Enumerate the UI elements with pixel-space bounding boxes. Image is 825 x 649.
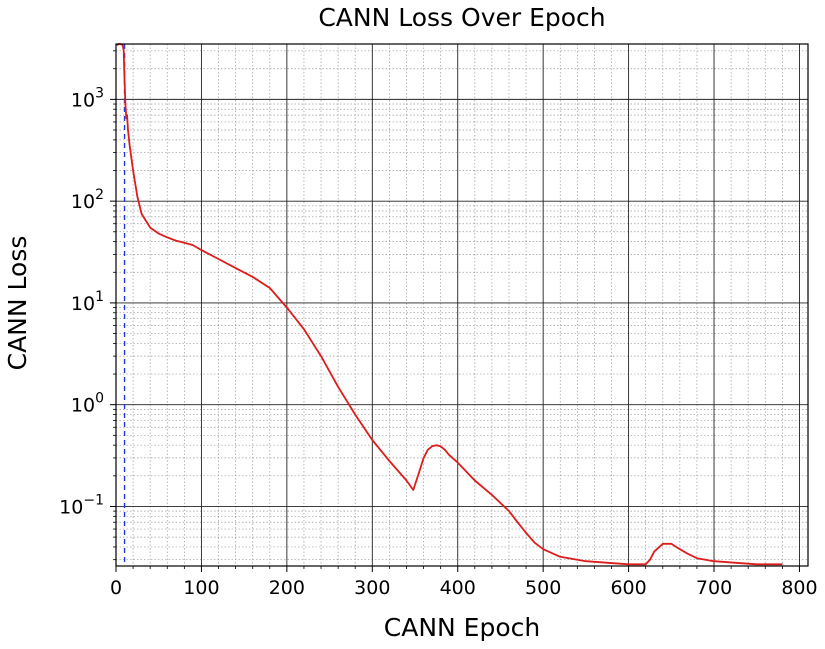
x-tick-label: 500 bbox=[525, 577, 561, 599]
y-axis-label: CANN Loss bbox=[3, 236, 32, 371]
y-tick-label-base: 10 bbox=[71, 395, 95, 417]
ticks-layer: 0 100 200 300 400 500 600 700 80010310210110010−… bbox=[59, 50, 818, 599]
plot-frame bbox=[115, 43, 809, 567]
x-tick-label: 600 bbox=[610, 577, 646, 599]
y-tick-label: 102 bbox=[71, 187, 104, 213]
y-tick-label: 10−1 bbox=[59, 492, 104, 518]
x-tick-label: 0 bbox=[110, 577, 122, 599]
y-tick-label: 101 bbox=[71, 289, 104, 315]
y-tick-label-base: 10 bbox=[59, 496, 83, 518]
series-layer bbox=[116, 43, 783, 566]
y-tick-label: 103 bbox=[71, 85, 104, 111]
y-tick-label-base: 10 bbox=[71, 293, 95, 315]
y-tick-label-exponent: 2 bbox=[95, 187, 104, 203]
major-grid bbox=[116, 44, 808, 566]
y-tick-label-exponent: 3 bbox=[95, 85, 104, 101]
x-tick-label: 100 bbox=[183, 577, 219, 599]
loss-series-line bbox=[116, 43, 783, 566]
x-tick-label: 300 bbox=[354, 577, 390, 599]
y-tick-label-exponent: 1 bbox=[95, 289, 104, 305]
x-axis-label: CANN Epoch bbox=[384, 613, 540, 642]
y-tick-label-base: 10 bbox=[71, 89, 95, 111]
chart-title: CANN Loss Over Epoch bbox=[318, 3, 605, 32]
x-tick-label: 800 bbox=[781, 577, 817, 599]
x-tick-label: 200 bbox=[269, 577, 305, 599]
y-tick-label-exponent: −1 bbox=[83, 492, 104, 508]
minor-grid bbox=[116, 44, 808, 566]
y-tick-label-exponent: 0 bbox=[95, 391, 104, 407]
y-tick-label-base: 10 bbox=[71, 191, 95, 213]
y-tick-label: 100 bbox=[71, 391, 104, 417]
x-tick-label: 700 bbox=[696, 577, 732, 599]
x-tick-label: 400 bbox=[440, 577, 476, 599]
